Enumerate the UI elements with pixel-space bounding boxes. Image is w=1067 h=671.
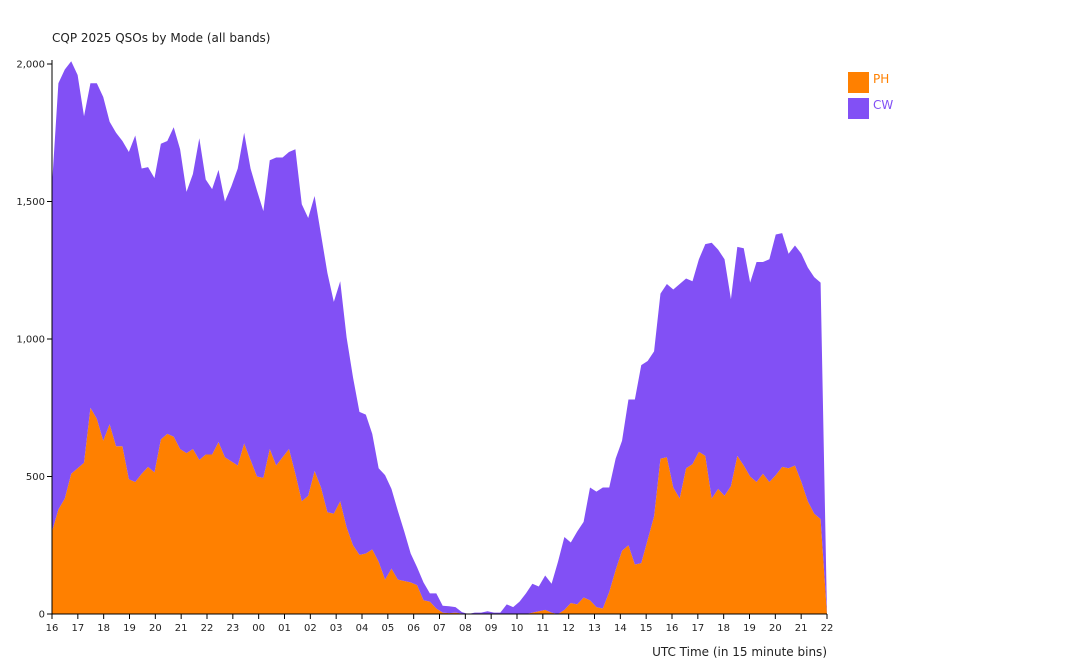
x-tick-label: 20 <box>769 623 782 634</box>
x-tick-label: 16 <box>666 623 679 634</box>
x-tick-label: 14 <box>614 623 627 634</box>
x-axis-title: UTC Time (in 15 minute bins) <box>652 645 827 659</box>
area-ph <box>52 407 827 614</box>
x-tick-label: 21 <box>175 623 188 634</box>
x-tick-label: 02 <box>304 623 317 634</box>
x-tick-label: 22 <box>201 623 214 634</box>
x-tick-label: 22 <box>821 623 834 634</box>
legend-label-ph[interactable]: PH <box>873 72 889 86</box>
x-tick-label: 15 <box>640 623 653 634</box>
legend-swatch-ph[interactable] <box>848 72 869 93</box>
x-tick-label: 09 <box>485 623 498 634</box>
x-tick-label: 06 <box>407 623 420 634</box>
x-tick-label: 17 <box>691 623 704 634</box>
x-tick-label: 18 <box>717 623 730 634</box>
x-tick-label: 07 <box>433 623 446 634</box>
x-tick-label: 20 <box>149 623 162 634</box>
chart-title: CQP 2025 QSOs by Mode (all bands) <box>52 31 271 45</box>
x-tick-label: 05 <box>381 623 394 634</box>
area-cw <box>52 61 827 614</box>
x-tick-label: 08 <box>459 623 472 634</box>
x-tick-label: 21 <box>795 623 808 634</box>
y-tick-label: 0 <box>39 610 45 621</box>
x-tick-label: 19 <box>123 623 136 634</box>
y-tick-label: 500 <box>26 472 45 483</box>
x-tick-label: 04 <box>356 623 369 634</box>
legend[interactable]: PH CW <box>848 72 893 119</box>
x-tick-label: 00 <box>252 623 265 634</box>
x-tick-label: 03 <box>330 623 343 634</box>
y-tick-label: 1,000 <box>16 335 45 346</box>
y-tick-label: 2,000 <box>16 60 45 71</box>
x-tick-label: 01 <box>278 623 291 634</box>
legend-swatch-cw[interactable] <box>848 98 869 119</box>
x-tick-label: 10 <box>511 623 524 634</box>
axes-group: 0 500 1,000 1,500 2,000 16 17 18 19 20 21 22 23 00 01 0… <box>16 60 833 635</box>
legend-label-cw[interactable]: CW <box>873 98 893 112</box>
x-tick-label: 16 <box>46 623 59 634</box>
x-tick-label: 11 <box>536 623 549 634</box>
y-tick-label: 1,500 <box>16 197 45 208</box>
area-series-group <box>52 61 827 614</box>
x-tick-label: 13 <box>588 623 601 634</box>
x-tick-label: 19 <box>743 623 756 634</box>
x-tick-label: 23 <box>226 623 239 634</box>
x-tick-label: 17 <box>71 623 84 634</box>
x-tick-label: 18 <box>97 623 110 634</box>
x-tick-label: 12 <box>562 623 575 634</box>
